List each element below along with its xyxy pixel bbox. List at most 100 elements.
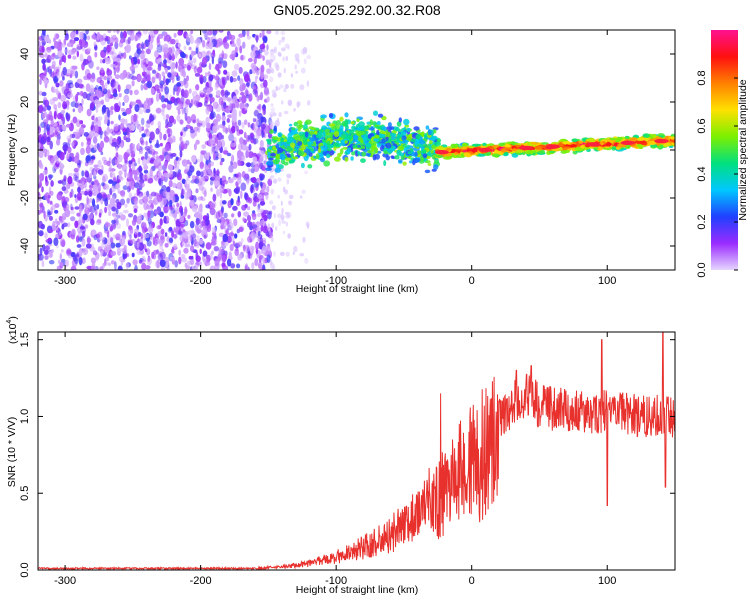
noise-cell [41,186,44,193]
noise-cell [266,44,269,51]
noise-cell [209,252,213,260]
noise-cell [118,136,122,144]
noise-cell [126,185,131,193]
sparse-noise-cell [306,80,310,87]
noise-cell [57,259,61,264]
noise-cell [261,245,267,254]
noise-cell [70,203,73,211]
noise-cell [146,120,151,124]
noise-cell [137,125,142,131]
noise-cell [251,224,258,229]
noise-cell [165,34,171,42]
sparse-noise-cell [269,175,275,179]
noise-cell [96,102,101,108]
noise-cell [56,138,61,146]
noise-cell [252,156,257,166]
noise-cell [80,190,86,195]
noise-cell [142,64,146,72]
spectrogram-x-tick-label: -200 [190,275,212,287]
noise-cell [241,94,247,104]
noise-cell [150,191,157,197]
noise-cell [215,90,221,97]
noise-cell [111,158,116,166]
noise-cell [245,82,250,87]
noise-cell [75,235,80,243]
noise-cell [209,37,213,42]
noise-cell [119,38,125,44]
noise-cell [102,173,108,182]
noise-cell [70,84,75,88]
noise-cell [55,218,58,224]
noise-cell [144,145,151,151]
trace-cell [376,121,381,126]
noise-cell [260,267,265,270]
noise-cell [76,78,83,84]
snr-scale-label: (x104) [6,316,19,344]
colorbar: 0.0 0.2 0.4 0.6 0.8 Normalized spectral ampl… [696,30,749,278]
noise-cell [46,105,52,111]
snr-panel: -300 -200 -100 0 100 0.0 0.5 1.0 1.5 Height of … [6,316,676,596]
noise-cell [97,89,102,96]
noise-cell [212,237,218,246]
noise-cell [106,44,111,53]
noise-cell [214,136,219,144]
noise-cell [200,92,205,98]
noise-cell [109,188,113,195]
snr-x-tick-label: -300 [54,575,76,587]
noise-cell [119,118,126,123]
noise-cell [174,233,177,240]
noise-cell [247,252,253,260]
trace-cell [373,138,379,142]
trace-cell [445,147,452,152]
snr-scale-prefix: (x10 [7,323,19,344]
noise-cell [192,57,197,64]
noise-cell [107,109,110,118]
noise-cell [263,79,268,88]
noise-cell [153,239,158,247]
noise-cell [71,49,76,55]
noise-cell [120,259,124,266]
noise-cell [251,65,258,74]
noise-cell [144,222,147,229]
trace-cell [333,130,339,137]
trace-cell [410,138,417,143]
sparse-noise-cell [287,233,291,239]
noise-cell [110,105,114,111]
noise-cell [108,262,111,267]
noise-cell [57,101,62,109]
trace-cell [540,142,549,145]
noise-cell [146,256,152,266]
noise-cell [64,196,70,203]
noise-cell [145,58,149,64]
trace-cell [404,124,410,128]
noise-cell [243,139,248,145]
trace-cell [629,137,638,142]
noise-cell [83,181,87,189]
noise-cell [256,207,261,213]
sparse-noise-cell [281,100,284,105]
noise-cell [163,36,167,42]
spectrogram-y-label: Frequency (Hz) [6,114,18,186]
noise-cell [141,133,146,138]
sparse-noise-cell [304,257,309,264]
noise-cell [157,121,162,128]
noise-cell [176,114,181,122]
noise-cell [191,205,198,213]
noise-cell [163,160,168,169]
noise-cell [149,231,153,238]
noise-cell [86,265,92,270]
trace-cell [297,150,305,157]
noise-cell [149,233,153,241]
noise-cell [148,199,154,205]
noise-cell [53,37,56,43]
noise-cell [231,50,237,59]
trace-cell [426,134,432,138]
noise-cell [134,264,138,270]
noise-cell [97,159,102,168]
noise-cell [207,71,211,76]
noise-cell [201,144,206,150]
noise-cell [257,212,261,218]
noise-cell [61,212,67,221]
sparse-noise-cell [282,230,286,235]
noise-cell [51,71,54,79]
